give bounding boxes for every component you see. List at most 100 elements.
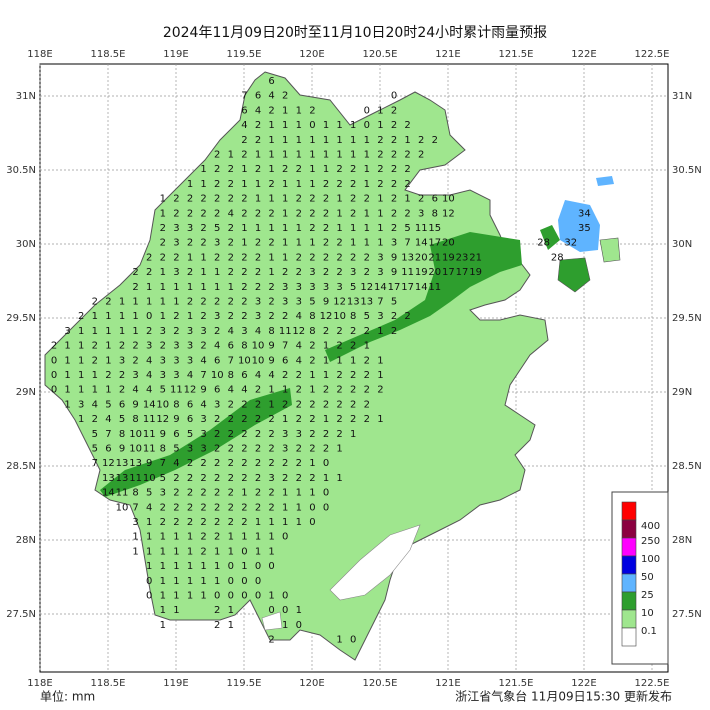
- rainfall-value: 2: [350, 399, 356, 410]
- rainfall-value: 1: [228, 620, 234, 631]
- rainfall-value: 2: [241, 135, 247, 146]
- rainfall-value: 2: [282, 458, 288, 469]
- rainfall-value: 0: [146, 591, 152, 602]
- rainfall-value: 1: [132, 311, 138, 322]
- rainfall-value: 20: [442, 238, 455, 249]
- rainfall-value: 4: [255, 326, 261, 337]
- rainfall-value: 2: [173, 208, 179, 219]
- rainfall-value: 2: [364, 399, 370, 410]
- rainfall-value: 1: [268, 164, 274, 175]
- rainfall-value: 2: [241, 429, 247, 440]
- rainfall-value: 1: [173, 561, 179, 572]
- rainfall-value: 35: [578, 223, 591, 234]
- rainfall-value: 12: [360, 282, 373, 293]
- rainfall-value: 28: [537, 238, 550, 249]
- rainfall-value: 1: [282, 385, 288, 396]
- rainfall-value: 2: [391, 150, 397, 161]
- rainfall-value: 2: [241, 150, 247, 161]
- rainfall-value: 1: [187, 546, 193, 557]
- rainfall-value: 6: [268, 76, 274, 87]
- lat-label-left: 29N: [16, 387, 36, 398]
- rainfall-value: 2: [268, 444, 274, 455]
- legend-box: [611, 491, 669, 665]
- rainfall-value: 10: [252, 355, 265, 366]
- rainfall-value: 19: [415, 267, 428, 278]
- rainfall-value: 2: [228, 267, 234, 278]
- rainfall-value: 1: [268, 517, 274, 528]
- rainfall-value: 2: [296, 194, 302, 205]
- rainfall-value: 14: [143, 399, 156, 410]
- island: [557, 257, 591, 293]
- rainfall-value: 1: [187, 591, 193, 602]
- rainfall-value: 2: [296, 444, 302, 455]
- rainfall-value: 7: [404, 238, 410, 249]
- rainfall-value: 1: [404, 194, 410, 205]
- rainfall-value: 0: [309, 120, 315, 131]
- rainfall-value: 3: [377, 311, 383, 322]
- rainfall-value: 3: [78, 399, 84, 410]
- rainfall-value: 2: [200, 208, 206, 219]
- rainfall-value: 2: [228, 444, 234, 455]
- rainfall-value: 5: [105, 399, 111, 410]
- rainfall-value: 2: [296, 208, 302, 219]
- rainfall-value: 3: [200, 326, 206, 337]
- rainfall-value: 2: [146, 267, 152, 278]
- lon-label-top: 119.5E: [227, 49, 262, 60]
- rainfall-value: 2: [255, 252, 261, 263]
- rainfall-value: 2: [160, 223, 166, 234]
- rainfall-value: 2: [336, 326, 342, 337]
- rainfall-value: 1: [268, 194, 274, 205]
- rainfall-value: 2: [391, 223, 397, 234]
- lon-label-top: 118.5E: [91, 49, 126, 60]
- lat-label-left: 28.5N: [6, 461, 36, 472]
- rainfall-value: 1: [309, 370, 315, 381]
- rainfall-value: 0: [282, 605, 288, 616]
- rainfall-value: 9: [268, 341, 274, 352]
- legend-swatch: [621, 591, 637, 611]
- rainfall-value: 1: [377, 223, 383, 234]
- rainfall-value: 2: [200, 223, 206, 234]
- legend-swatch: [621, 519, 637, 539]
- rainfall-value: 3: [187, 326, 193, 337]
- rainfall-value: 2: [309, 399, 315, 410]
- rainfall-value: 0: [228, 591, 234, 602]
- lat-label-right: 30N: [672, 239, 692, 250]
- rainfall-value: 2: [255, 488, 261, 499]
- rainfall-value: 2: [241, 502, 247, 513]
- rainfall-value: 1: [105, 311, 111, 322]
- rainfall-value: 13: [116, 473, 129, 484]
- rainfall-value: 2: [350, 179, 356, 190]
- rainfall-value: 1: [350, 355, 356, 366]
- rainfall-value: 2: [364, 414, 370, 425]
- rainfall-value: 1: [268, 591, 274, 602]
- rainfall-value: 2: [336, 238, 342, 249]
- rainfall-value: 2: [268, 502, 274, 513]
- rainfall-value: 1: [282, 150, 288, 161]
- rainfall-value: 4: [146, 355, 152, 366]
- rainfall-value: 2: [309, 252, 315, 263]
- rainfall-value: 2: [323, 444, 329, 455]
- rainfall-value: 2: [255, 429, 261, 440]
- rainfall-value: 0: [364, 105, 370, 116]
- rainfall-value: 2: [200, 532, 206, 543]
- rainfall-value: 2: [323, 252, 329, 263]
- rainfall-value: 1: [377, 414, 383, 425]
- rainfall-value: 1: [187, 282, 193, 293]
- rainfall-value: 1: [336, 444, 342, 455]
- rainfall-value: 2: [200, 473, 206, 484]
- rainfall-value: 10: [129, 444, 142, 455]
- rainfall-value: 2: [350, 164, 356, 175]
- rainfall-value: 3: [132, 370, 138, 381]
- lon-label-top: 122E: [571, 49, 596, 60]
- rainfall-value: 3: [255, 311, 261, 322]
- rainfall-value: 20: [415, 252, 428, 263]
- rainfall-value: 4: [296, 355, 302, 366]
- rainfall-value: 2: [200, 297, 206, 308]
- rainfall-value: 1: [364, 135, 370, 146]
- rainfall-value: 2: [404, 164, 410, 175]
- rainfall-value: 1: [296, 223, 302, 234]
- rainfall-value: 8: [432, 208, 438, 219]
- rainfall-value: 3: [173, 223, 179, 234]
- rainfall-value: 3: [282, 297, 288, 308]
- rainfall-value: 1: [350, 150, 356, 161]
